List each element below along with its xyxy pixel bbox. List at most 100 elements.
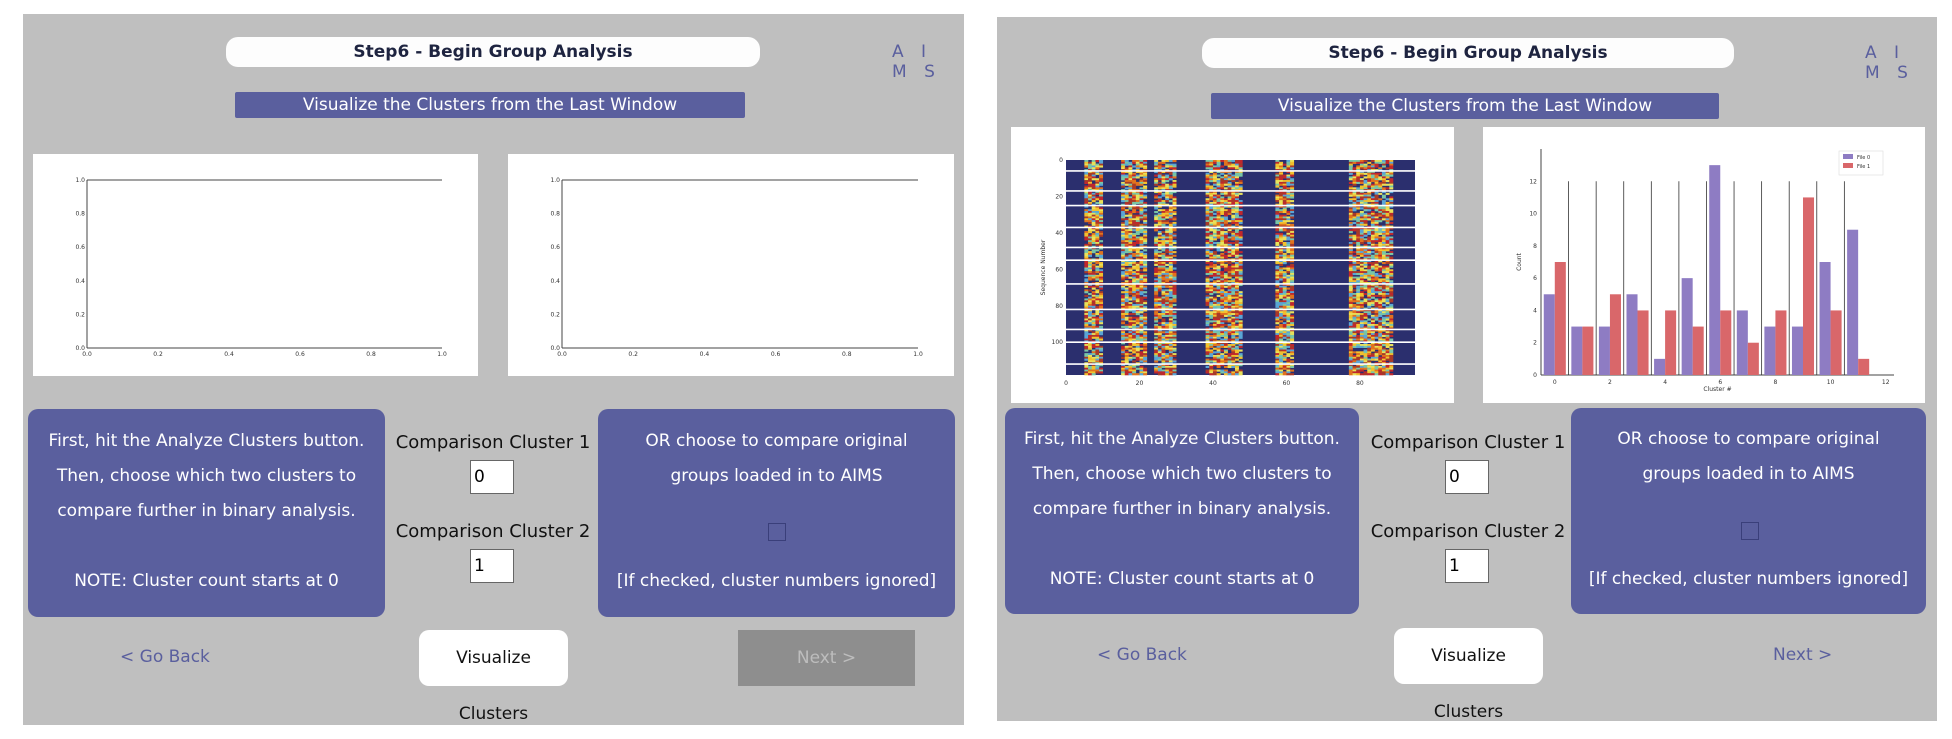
heatmap-cell xyxy=(1128,334,1133,338)
heatmap-cell xyxy=(1165,314,1170,317)
heatmap-cell xyxy=(1205,218,1210,221)
heatmap-cell xyxy=(1389,236,1394,239)
heatmap-cell xyxy=(1124,353,1129,356)
heatmap-cell xyxy=(1348,302,1353,305)
heatmap-cell xyxy=(1231,278,1236,281)
heatmap-cell xyxy=(1389,214,1394,217)
heatmap-cell xyxy=(1157,302,1162,305)
heatmap-cell xyxy=(1290,260,1295,263)
heatmap-cell xyxy=(1348,351,1353,354)
comparison-cluster-2-input[interactable] xyxy=(470,549,514,583)
heatmap-cell xyxy=(1220,187,1225,190)
heatmap-cell xyxy=(1121,207,1126,210)
heatmap-cell xyxy=(1209,285,1214,288)
visualize-clusters-button[interactable]: Visualize Clusters xyxy=(419,630,568,724)
heatmap-cell xyxy=(1209,243,1214,246)
heatmap-cell xyxy=(1367,214,1372,217)
next-button-disabled[interactable]: Next > xyxy=(738,630,915,686)
heatmap-cell xyxy=(1128,183,1133,186)
heatmap-cell xyxy=(1132,371,1137,374)
heatmap-cell xyxy=(1385,229,1390,232)
heatmap-cell xyxy=(1154,316,1159,319)
heatmap-cell xyxy=(1132,214,1137,217)
heatmap-cell xyxy=(1132,192,1137,195)
heatmap-cell xyxy=(1124,313,1129,316)
heatmap-cell xyxy=(1234,247,1239,250)
heatmap-cell xyxy=(1212,280,1217,283)
heatmap-cell xyxy=(1378,293,1383,296)
heatmap-cell xyxy=(1238,342,1243,345)
original-groups-checkbox[interactable] xyxy=(1741,522,1759,540)
comparison-cluster-1-input[interactable] xyxy=(470,460,514,494)
heatmap-cell xyxy=(1282,336,1287,339)
heatmap-cell xyxy=(1161,342,1166,345)
heatmap-cell xyxy=(1161,267,1166,270)
heatmap-cell xyxy=(1084,325,1089,328)
heatmap-cell xyxy=(1161,289,1166,292)
heatmap-cell xyxy=(1165,293,1170,296)
heatmap-cell xyxy=(1389,373,1394,376)
heatmap-cell xyxy=(1143,229,1148,232)
heatmap-cell xyxy=(1352,351,1357,354)
heatmap-cell xyxy=(1389,172,1394,175)
heatmap-cell xyxy=(1370,338,1375,341)
heatmap-cell xyxy=(1088,187,1093,190)
heatmap-cell xyxy=(1367,229,1372,232)
go-back-button[interactable]: < Go Back xyxy=(120,647,210,667)
heatmap-cell xyxy=(1220,241,1225,245)
heatmap-cell xyxy=(1234,260,1239,263)
next-button[interactable]: Next > xyxy=(1773,645,1833,665)
heatmap-cell xyxy=(1091,367,1096,370)
heatmap-cell xyxy=(1356,221,1361,225)
heatmap-cell xyxy=(1356,205,1361,208)
instructions-panel: First, hit the Analyze Clusters button. … xyxy=(28,409,385,617)
go-back-button[interactable]: < Go Back xyxy=(1097,645,1187,665)
heatmap-cell xyxy=(1290,269,1295,272)
heatmap-cell xyxy=(1374,365,1379,369)
heatmap-cell xyxy=(1381,283,1386,287)
heatmap-cell xyxy=(1216,333,1221,336)
heatmap-cell xyxy=(1370,170,1375,174)
heatmap-cell xyxy=(1286,305,1291,308)
heatmap-cell xyxy=(1223,323,1228,327)
bar-file1 xyxy=(1692,326,1704,375)
heatmap-cell xyxy=(1084,331,1089,334)
heatmap-cell xyxy=(1381,291,1386,294)
heatmap-cell xyxy=(1132,309,1137,312)
heatmap-cell xyxy=(1128,220,1133,223)
heatmap-cell xyxy=(1088,240,1093,243)
heatmap-cell xyxy=(1279,313,1284,316)
comparison-cluster-1-input[interactable] xyxy=(1445,460,1489,494)
heatmap-cell xyxy=(1389,356,1394,359)
original-groups-checkbox[interactable] xyxy=(768,523,786,541)
comparison-cluster-2-input[interactable] xyxy=(1445,549,1489,583)
heatmap-cell xyxy=(1282,358,1287,361)
heatmap-cell xyxy=(1209,344,1214,347)
heatmap-cell xyxy=(1223,302,1228,305)
heatmap-cell xyxy=(1099,234,1104,237)
heatmap-cell xyxy=(1099,262,1104,265)
heatmap-cell xyxy=(1279,316,1284,319)
heatmap-cell xyxy=(1282,174,1287,177)
heatmap-cell xyxy=(1227,161,1232,164)
heatmap-cell xyxy=(1132,187,1137,190)
heatmap-cell xyxy=(1381,358,1386,361)
heatmap-cell xyxy=(1161,243,1166,246)
heatmap-cell xyxy=(1231,305,1236,308)
heatmap-cell xyxy=(1157,269,1162,272)
legend-swatch xyxy=(1843,163,1853,168)
heatmap-cell xyxy=(1209,269,1214,272)
heatmap-cell xyxy=(1212,212,1217,215)
heatmap-cell xyxy=(1088,176,1093,179)
bar-file1 xyxy=(1637,310,1649,375)
heatmap-cell xyxy=(1348,280,1353,283)
visualize-clusters-button[interactable]: Visualize Clusters xyxy=(1394,628,1543,721)
heatmap-cell xyxy=(1216,360,1221,363)
heatmap-cell xyxy=(1356,194,1361,197)
heatmap-cell xyxy=(1205,313,1210,316)
heatmap-cell xyxy=(1124,291,1129,294)
heatmap-cell xyxy=(1275,289,1280,292)
heatmap-cell xyxy=(1378,285,1383,288)
heatmap-cell xyxy=(1290,192,1295,195)
heatmap-cell xyxy=(1279,221,1284,225)
